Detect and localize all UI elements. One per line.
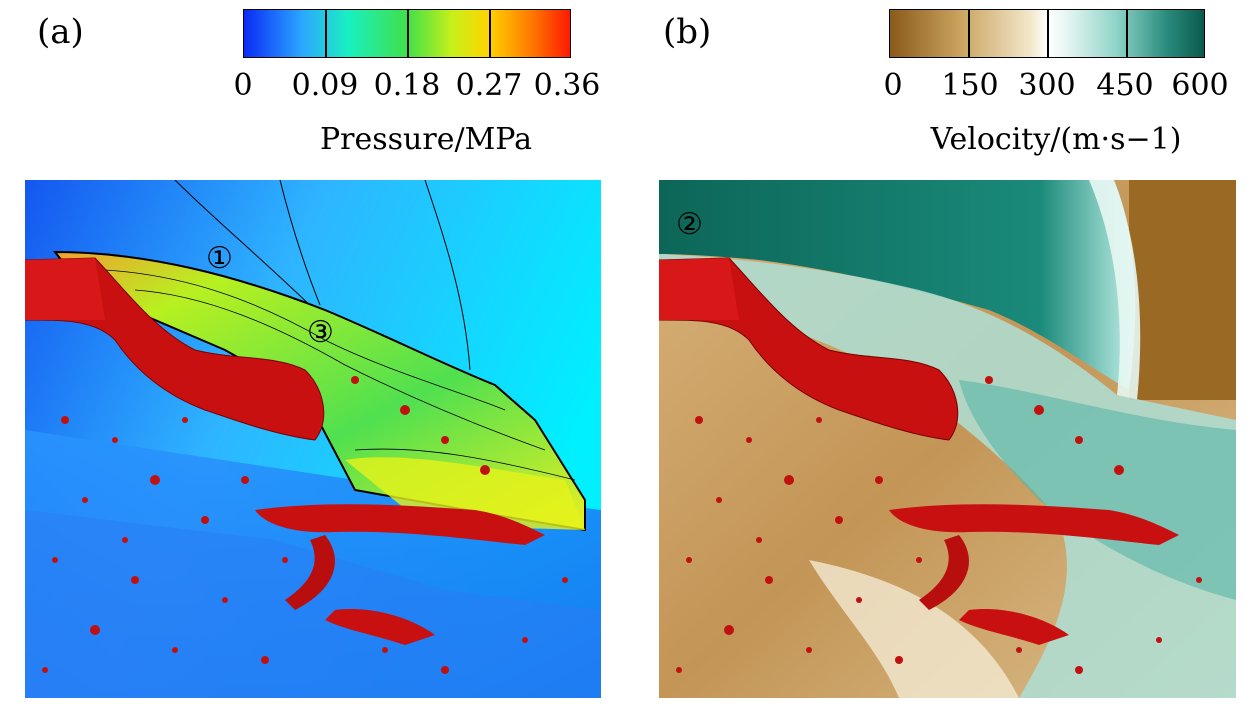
pressure-tick-3: 0.27 xyxy=(455,68,523,103)
velocity-colorbar-title: Velocity/(m·s−1) xyxy=(930,122,1182,157)
velocity-field-image xyxy=(659,180,1236,698)
pressure-tick-1: 0.09 xyxy=(291,68,359,103)
panel-a-label: (a) xyxy=(37,12,84,52)
pressure-tick-4: 0.36 xyxy=(533,68,601,103)
velocity-tick-2: 300 xyxy=(1018,68,1076,103)
velocity-tick-3: 450 xyxy=(1096,68,1154,103)
velocity-colorbar xyxy=(889,9,1205,58)
marker-1: ① xyxy=(206,241,233,276)
pressure-colorbar xyxy=(243,9,571,58)
pressure-field-image xyxy=(25,180,601,698)
velocity-tick-4: 600 xyxy=(1171,68,1229,103)
pressure-tick-0: 0 xyxy=(233,68,253,103)
pressure-tick-2: 0.18 xyxy=(373,68,441,103)
velocity-tick-0: 0 xyxy=(883,68,903,103)
marker-3: ③ xyxy=(307,315,334,350)
velocity-tick-1: 150 xyxy=(941,68,999,103)
pressure-colorbar-title: Pressure/MPa xyxy=(319,122,533,157)
panel-b-label: (b) xyxy=(663,12,712,52)
marker-2: ② xyxy=(676,207,703,242)
